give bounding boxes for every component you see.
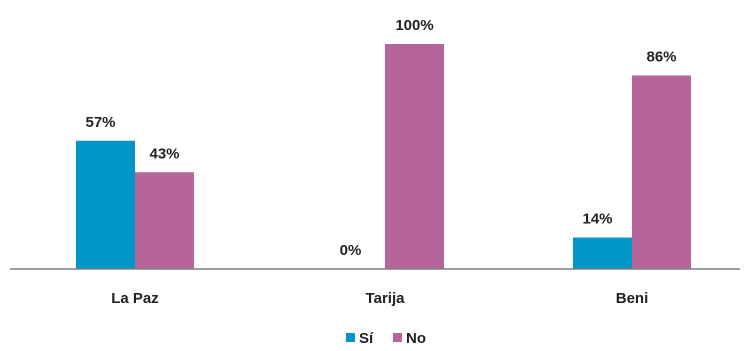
data-label-la-paz-no: 43% bbox=[149, 145, 179, 162]
bar-la-paz-no bbox=[135, 172, 194, 269]
data-label-tarija-no: 100% bbox=[395, 17, 433, 34]
legend-label-si: Sí bbox=[359, 330, 374, 347]
data-labels-group: 57% 43% 0% 100% 14% 86% bbox=[85, 17, 676, 259]
bar-tarija-no bbox=[385, 44, 444, 269]
tick-label-la-paz: La Paz bbox=[111, 290, 159, 307]
legend: Sí No bbox=[346, 330, 426, 347]
bar-la-paz-si bbox=[76, 140, 135, 269]
tick-label-beni: Beni bbox=[616, 290, 649, 307]
category-tick-labels: La Paz Tarija Beni bbox=[111, 290, 648, 307]
bars-group bbox=[76, 44, 691, 269]
bar-beni-si bbox=[573, 237, 632, 269]
legend-label-no: No bbox=[406, 330, 426, 347]
legend-swatch-si bbox=[346, 333, 355, 342]
data-label-tarija-si: 0% bbox=[340, 242, 362, 259]
legend-swatch-no bbox=[393, 333, 402, 342]
tick-label-tarija: Tarija bbox=[366, 290, 406, 307]
bar-beni-no bbox=[632, 75, 691, 269]
data-label-la-paz-si: 57% bbox=[85, 114, 115, 131]
data-label-beni-no: 86% bbox=[646, 49, 676, 66]
data-label-beni-si: 14% bbox=[582, 211, 612, 228]
